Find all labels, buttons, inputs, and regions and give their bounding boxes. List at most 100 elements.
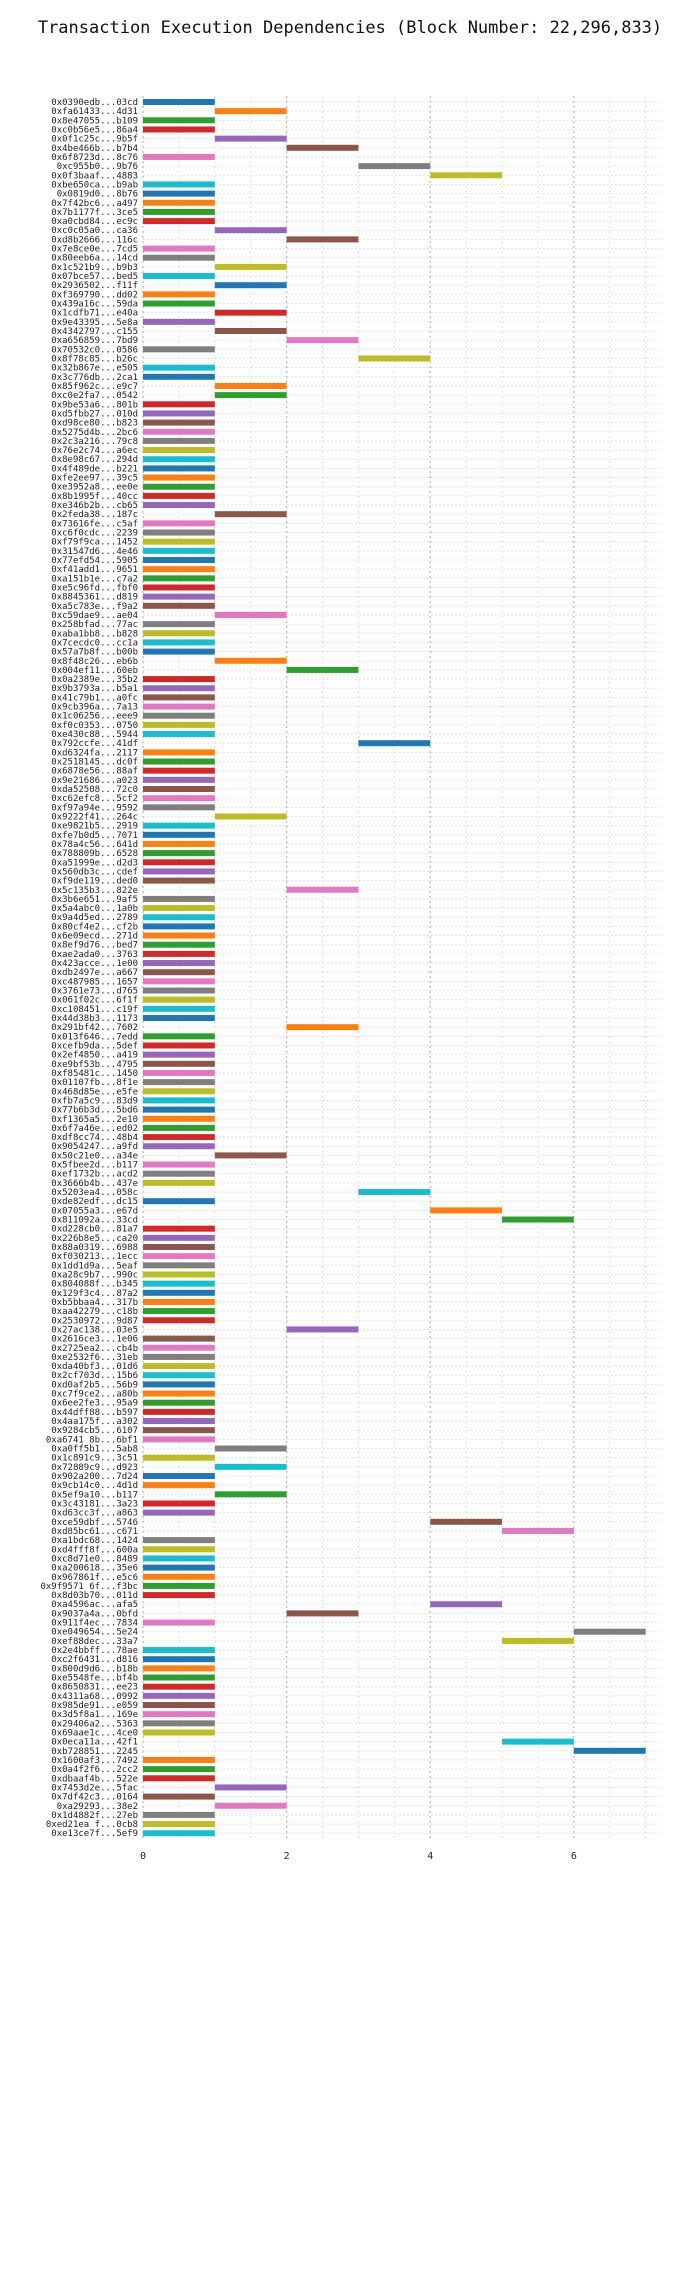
transaction-bar [143, 1399, 215, 1406]
transaction-bar [143, 1647, 215, 1654]
transaction-bar [143, 822, 215, 829]
y-tick-label: 0x811092a...33cd [51, 1216, 138, 1226]
transaction-bar [143, 492, 215, 499]
y-tick-label: 0x7b1177f...3ce5 [51, 208, 138, 218]
transaction-bar [358, 740, 431, 747]
y-tick-label: 0x31547d6...4e46 [51, 547, 138, 557]
y-tick-label: 0x44d38b3...1173 [51, 1014, 138, 1024]
y-tick-label: 0x8650831...ee23 [51, 1683, 138, 1693]
y-tick-label: 0x967861f...e5c6 [51, 1573, 138, 1583]
transaction-bar [143, 786, 215, 792]
transaction-bar [430, 172, 503, 179]
y-tick-label: 0xc6f0cdc...2239 [51, 529, 138, 539]
transaction-bar [143, 1756, 215, 1763]
y-tick-label: 0x2c3a216...79c8 [51, 437, 138, 447]
y-tick-label: 0x7453d2e...5fac [51, 1783, 138, 1793]
y-tick-label: 0xf79f9ca...1452 [51, 538, 138, 548]
transaction-bar [143, 1079, 215, 1086]
transaction-bar [143, 566, 215, 573]
transaction-bar [143, 630, 215, 637]
transaction-bar [143, 1225, 215, 1232]
transaction-bar [143, 1097, 215, 1104]
y-tick-label: 0xc487985...1657 [51, 977, 138, 987]
y-tick-label: 0x27ac138...03e5 [51, 1325, 138, 1335]
y-tick-label: 0xf41add1...9651 [51, 565, 138, 575]
transaction-bar [143, 1262, 215, 1269]
transaction-bar [430, 1601, 503, 1608]
transaction-bar [143, 181, 215, 188]
y-tick-label: 0x6878e56...88af [51, 767, 138, 777]
transaction-bar [143, 1344, 215, 1351]
x-tick-label: 0 [140, 1851, 146, 1862]
transaction-bar [143, 1555, 215, 1562]
transaction-bar [143, 1124, 215, 1131]
transaction-bar [143, 1289, 215, 1296]
transaction-bar [143, 1335, 215, 1342]
y-tick-label: 0xe2532f6...31eb [51, 1353, 138, 1363]
transaction-bar [143, 1619, 215, 1626]
y-tick-label: 0xde82edf...dc15 [51, 1197, 138, 1207]
y-tick-label: 0x0eca11a...42f1 [51, 1738, 138, 1748]
y-tick-label: 0x129f3c4...87a2 [51, 1289, 138, 1299]
y-tick-label: 0x9037a4a...0bfd [51, 1609, 138, 1619]
y-tick-label: 0x2936502...f11f [51, 281, 138, 291]
y-tick-label: 0x72889c9...d923 [51, 1463, 138, 1473]
y-tick-label: 0x792ccfe...41df [51, 739, 138, 749]
y-tick-label: 0x6ee2fe3...95a9 [51, 1399, 138, 1409]
y-tick-label: 0xdbaaf4b...522e [51, 1774, 138, 1784]
y-tick-label: 0x061f02c...6f1f [51, 996, 138, 1006]
transaction-bar [143, 639, 215, 646]
transaction-bar [143, 547, 215, 554]
y-tick-label: 0x4342797...c155 [51, 327, 138, 337]
y-tick-label: 0x3c776db...2ca1 [51, 373, 138, 383]
transaction-bar [214, 611, 287, 618]
transaction-bar [143, 254, 215, 261]
transaction-bar [143, 969, 215, 976]
y-tick-label: 0x3b6e651...9af5 [51, 895, 138, 905]
y-tick-label: 0x468d85e...e5fe [51, 1087, 138, 1097]
transaction-bar [143, 877, 215, 884]
y-tick-label: 0xf85481c...1450 [51, 1069, 138, 1079]
transaction-bar [143, 602, 215, 609]
y-tick-label: 0xa6741 8b...6bf1 [46, 1435, 138, 1445]
y-tick-label: 0x7cecdc0...cc1a [51, 638, 138, 648]
transaction-bar [143, 538, 215, 545]
y-tick-label: 0x85f962c...e9c7 [51, 382, 138, 392]
transaction-bar [214, 1802, 287, 1809]
y-tick-label: 0x41c79b1...a0fc [51, 693, 138, 703]
y-tick-label: 0x1d4882f...27eb [51, 1811, 138, 1821]
transaction-bar [214, 511, 287, 518]
y-tick-label: 0x9222f41...264c [51, 812, 138, 822]
transaction-bar [143, 1546, 215, 1553]
y-tick-label: 0x1dd1d9a...5eaf [51, 1261, 138, 1271]
transaction-bar [143, 987, 215, 994]
transaction-bar [143, 804, 215, 811]
y-tick-label: 0xd85bc61...c671 [51, 1527, 138, 1537]
y-tick-label: 0x3c43181...3a23 [51, 1499, 138, 1509]
transaction-bar [143, 593, 215, 600]
transaction-bar [143, 1711, 215, 1718]
y-tick-label: 0x3666b4b...437e [51, 1179, 138, 1189]
y-tick-label: 0x9cb396a...7a13 [51, 703, 138, 713]
y-tick-label: 0x291bf42...7602 [51, 1023, 138, 1033]
transaction-bar [143, 1582, 215, 1589]
y-tick-label: 0xda52508...72c0 [51, 785, 138, 795]
transaction-bar [143, 1353, 215, 1360]
y-tick-label: 0x8f48c26...eb6b [51, 657, 138, 667]
transaction-bar [143, 1060, 215, 1067]
transaction-bar [143, 694, 215, 701]
transaction-bar [143, 245, 215, 252]
transaction-bar [143, 291, 215, 298]
y-tick-label: 0xd228cb0...81a7 [51, 1225, 138, 1235]
transaction-bar [214, 382, 287, 389]
y-tick-label: 0xd63cc3f...a863 [51, 1509, 138, 1519]
y-tick-label: 0xdb2497e...a667 [51, 968, 138, 978]
y-tick-label: 0xb5bbaa4...317b [51, 1298, 138, 1308]
y-tick-label: 0x2ef4850...a419 [51, 1051, 138, 1061]
y-tick-label: 0xd8b2666...116c [51, 235, 138, 245]
transaction-bar [502, 1637, 574, 1644]
y-tick-label: 0x2518145...dc0f [51, 758, 138, 768]
y-tick-label: 0xe3952a8...ee0e [51, 483, 138, 493]
transaction-bar [143, 795, 215, 802]
transaction-bar [143, 447, 215, 454]
